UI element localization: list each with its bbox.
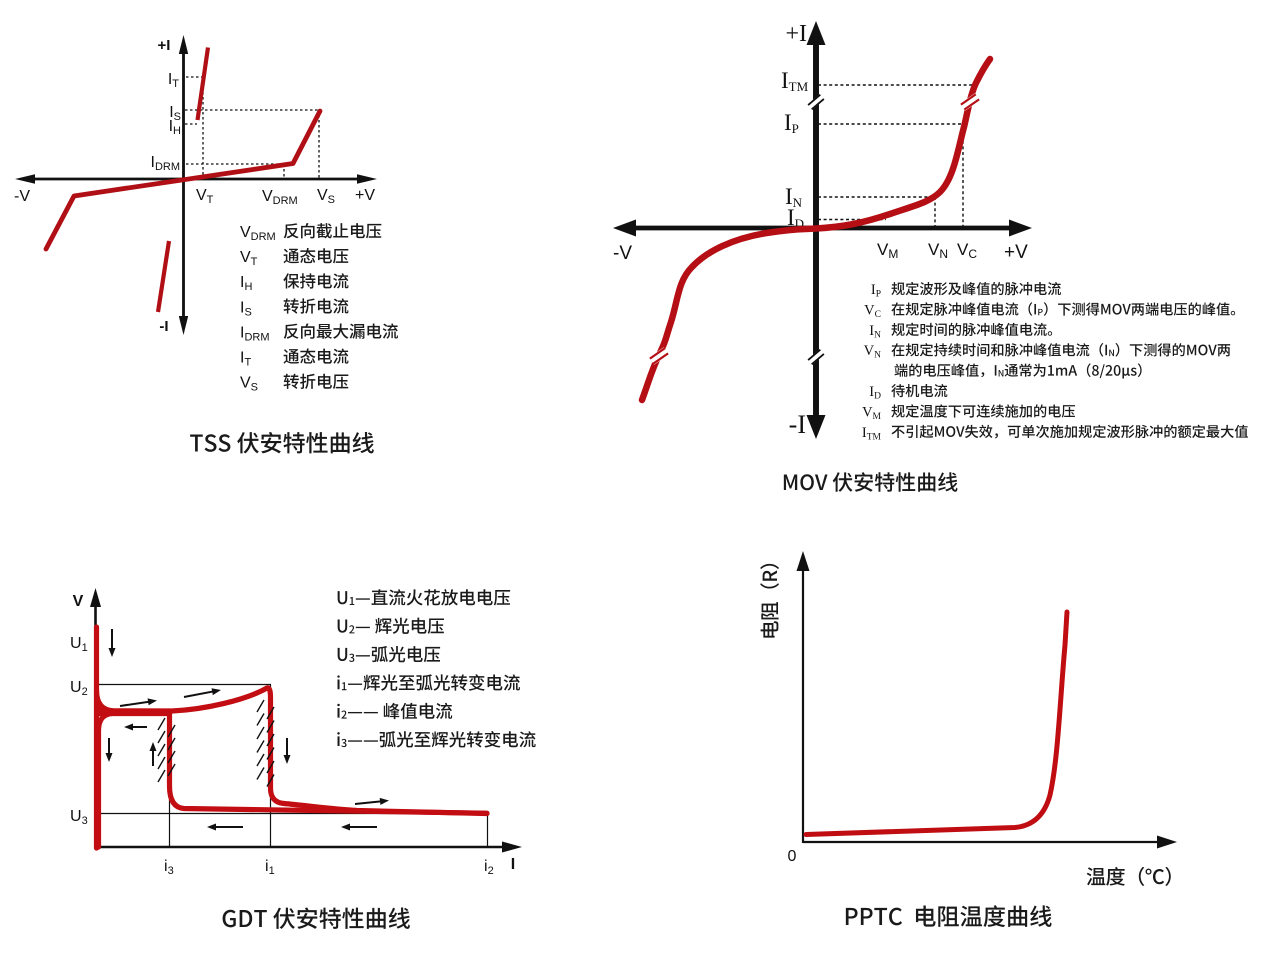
svg-text:ID: ID: [869, 384, 881, 402]
svg-text:IT: IT: [168, 71, 179, 90]
svg-text:IS: IS: [240, 299, 252, 318]
svg-text:VDRM: VDRM: [240, 224, 276, 243]
svg-text:+V: +V: [1004, 242, 1028, 263]
svg-text:-V: -V: [14, 188, 30, 205]
svg-text:IS: IS: [169, 104, 181, 123]
svg-text:I: I: [511, 856, 515, 873]
svg-text:0: 0: [788, 848, 797, 865]
svg-text:IT: IT: [240, 350, 251, 369]
svg-text:i2: i2: [484, 858, 494, 877]
svg-text:i1: i1: [265, 858, 275, 877]
svg-text:IP: IP: [871, 282, 881, 300]
svg-text:-I: -I: [789, 410, 806, 439]
svg-text:-V: -V: [613, 243, 632, 264]
svg-text:IN: IN: [869, 323, 881, 341]
svg-text:i3: i3: [164, 858, 174, 877]
svg-text:+I: +I: [158, 37, 171, 54]
svg-text:-I: -I: [159, 318, 168, 335]
svg-text:+I: +I: [785, 21, 807, 47]
svg-text:V: V: [73, 593, 84, 610]
svg-text:+V: +V: [355, 187, 375, 204]
